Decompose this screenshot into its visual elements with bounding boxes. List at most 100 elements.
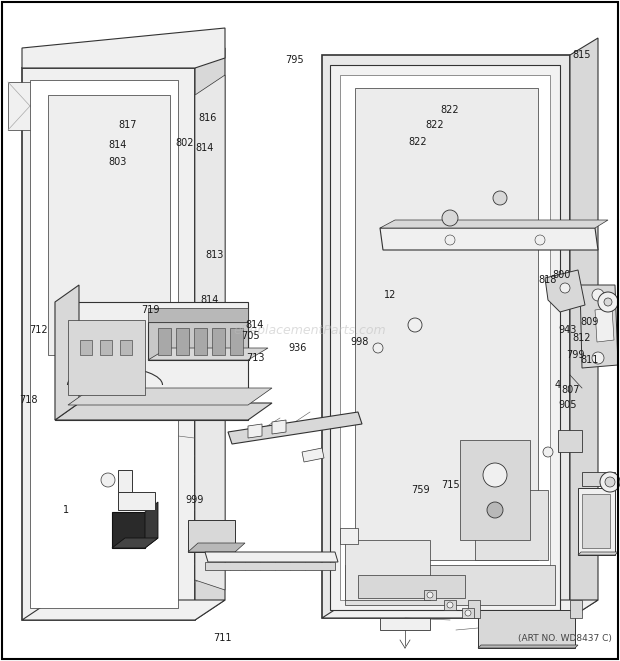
Polygon shape (48, 95, 170, 355)
Polygon shape (380, 220, 608, 228)
Polygon shape (322, 600, 598, 618)
Polygon shape (424, 590, 436, 600)
Text: 822: 822 (426, 120, 445, 130)
Circle shape (604, 298, 612, 306)
Text: 4: 4 (555, 380, 561, 390)
Polygon shape (228, 412, 362, 444)
Polygon shape (195, 75, 225, 590)
Polygon shape (212, 328, 225, 355)
Polygon shape (462, 608, 474, 618)
Polygon shape (545, 270, 585, 312)
Polygon shape (460, 440, 530, 540)
Polygon shape (570, 600, 582, 618)
Text: eReplacementParts.com: eReplacementParts.com (234, 324, 386, 337)
Text: 815: 815 (573, 50, 591, 60)
Text: 705: 705 (241, 331, 259, 341)
Text: 719: 719 (141, 305, 159, 315)
Text: 759: 759 (410, 485, 429, 495)
Polygon shape (330, 65, 560, 610)
Polygon shape (475, 490, 548, 560)
Circle shape (465, 610, 471, 616)
Polygon shape (205, 552, 338, 562)
Polygon shape (302, 448, 324, 462)
Polygon shape (340, 528, 358, 544)
Polygon shape (578, 488, 615, 555)
Circle shape (483, 463, 507, 487)
Text: 12: 12 (384, 290, 396, 300)
Text: 712: 712 (29, 325, 47, 335)
Circle shape (598, 292, 618, 312)
Text: 807: 807 (562, 385, 580, 395)
Text: 711: 711 (213, 633, 231, 643)
Text: 718: 718 (19, 395, 37, 405)
Polygon shape (22, 68, 195, 620)
Text: 795: 795 (286, 55, 304, 65)
Polygon shape (478, 645, 578, 648)
Polygon shape (468, 600, 480, 618)
Polygon shape (595, 308, 614, 342)
Polygon shape (22, 28, 225, 68)
Text: 905: 905 (559, 400, 577, 410)
Circle shape (605, 477, 615, 487)
Polygon shape (55, 285, 79, 420)
Polygon shape (22, 600, 225, 620)
Text: 814: 814 (201, 295, 219, 305)
Text: 799: 799 (565, 350, 584, 360)
Text: 814: 814 (109, 140, 127, 150)
Polygon shape (248, 424, 262, 438)
Text: 1: 1 (63, 505, 69, 515)
Polygon shape (145, 502, 158, 548)
Polygon shape (100, 340, 112, 355)
Text: (ART NO. WD8437 C): (ART NO. WD8437 C) (518, 634, 612, 643)
Polygon shape (380, 228, 598, 250)
Text: 822: 822 (409, 137, 427, 147)
Polygon shape (148, 322, 248, 360)
Text: 816: 816 (199, 113, 217, 123)
Circle shape (592, 352, 604, 364)
Polygon shape (358, 575, 465, 598)
Polygon shape (120, 340, 132, 355)
Text: 818: 818 (539, 275, 557, 285)
Polygon shape (582, 472, 615, 486)
Polygon shape (68, 320, 145, 395)
Text: 814: 814 (246, 320, 264, 330)
Polygon shape (578, 552, 618, 555)
Polygon shape (158, 328, 171, 355)
Polygon shape (322, 55, 570, 618)
Polygon shape (355, 88, 538, 560)
Polygon shape (230, 328, 243, 355)
Polygon shape (188, 520, 235, 552)
Polygon shape (80, 340, 92, 355)
Circle shape (442, 210, 458, 226)
Polygon shape (580, 285, 618, 368)
Circle shape (408, 318, 422, 332)
Polygon shape (272, 420, 286, 434)
Circle shape (592, 289, 604, 301)
Text: 803: 803 (109, 157, 127, 167)
Text: 715: 715 (441, 480, 459, 490)
Circle shape (535, 235, 545, 245)
Polygon shape (148, 308, 248, 322)
Text: 713: 713 (246, 353, 264, 363)
Text: 812: 812 (573, 333, 591, 343)
Circle shape (543, 447, 553, 457)
Text: 809: 809 (581, 317, 599, 327)
Polygon shape (118, 470, 132, 492)
Polygon shape (112, 538, 158, 548)
Polygon shape (118, 492, 155, 510)
Polygon shape (176, 328, 189, 355)
Polygon shape (345, 565, 555, 605)
Polygon shape (112, 512, 145, 548)
Circle shape (373, 343, 383, 353)
Polygon shape (148, 348, 268, 360)
Polygon shape (345, 540, 430, 600)
Circle shape (447, 602, 453, 608)
Circle shape (493, 191, 507, 205)
Polygon shape (68, 388, 272, 405)
Circle shape (560, 283, 570, 293)
Polygon shape (194, 328, 207, 355)
Text: 802: 802 (175, 138, 194, 148)
Polygon shape (570, 38, 598, 618)
Polygon shape (55, 302, 248, 420)
Circle shape (101, 473, 115, 487)
